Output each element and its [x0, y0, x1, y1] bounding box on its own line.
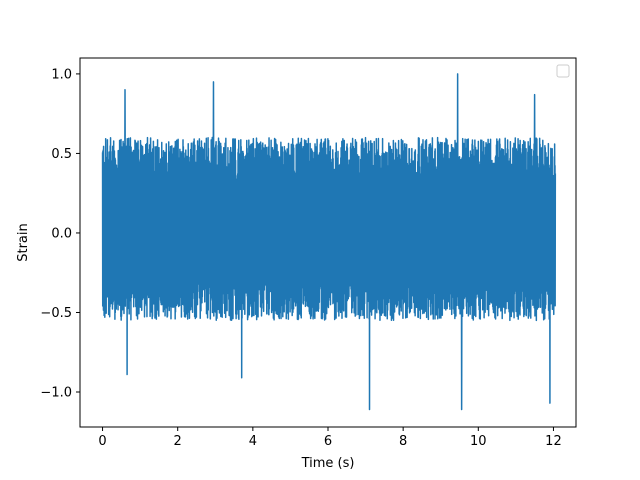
legend-box — [556, 64, 570, 78]
x-tick-label: 0 — [98, 434, 106, 449]
series-line — [101, 73, 557, 411]
plot-area — [101, 73, 557, 411]
y-tick-label: 0.5 — [51, 147, 72, 162]
x-tick-label: 6 — [324, 434, 332, 449]
x-tick-label: 8 — [399, 434, 407, 449]
ticks: 0 2 4 6 8 10 12 −1.0 −0.5 0.0 0.5 1.0 — [40, 67, 561, 449]
y-axis-label: Strain — [16, 223, 31, 262]
x-axis-label: Time (s) — [301, 456, 355, 471]
x-tick-label: 10 — [470, 434, 487, 449]
x-tick-label: 4 — [249, 434, 257, 449]
axes-frame — [79, 57, 577, 428]
y-tick-label: −1.0 — [40, 386, 72, 401]
x-tick-label: 12 — [545, 434, 562, 449]
y-tick-label: −0.5 — [40, 306, 72, 321]
y-tick-label: 1.0 — [51, 67, 72, 82]
x-tick-label: 2 — [174, 434, 182, 449]
y-tick-label: 0.0 — [51, 226, 72, 241]
